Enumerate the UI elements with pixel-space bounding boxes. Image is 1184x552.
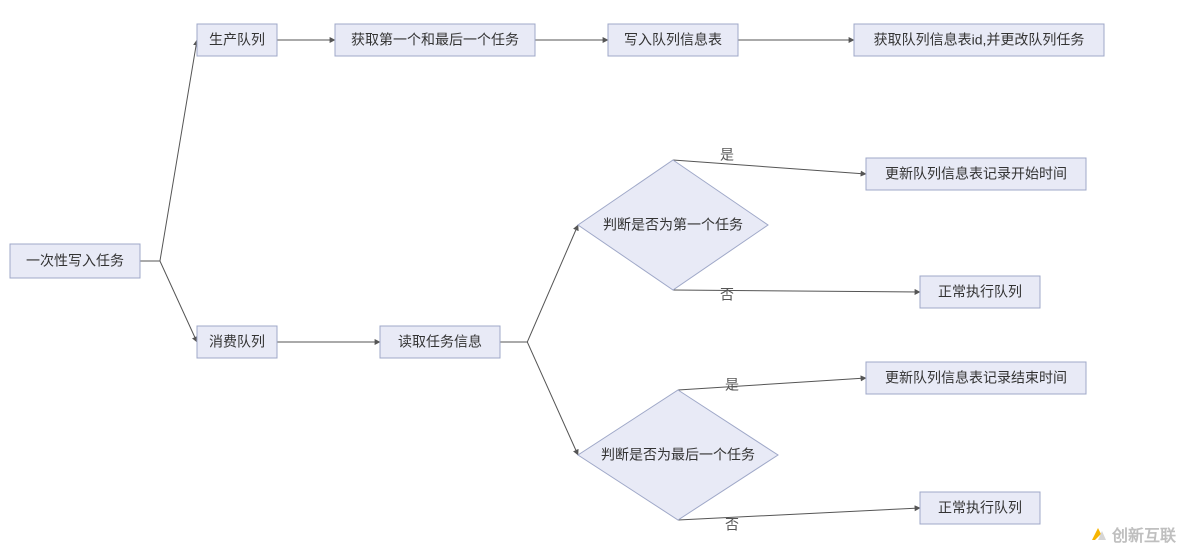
edge-n8-n11	[673, 290, 920, 292]
edge-n8-n10	[673, 160, 866, 174]
node-n5: 获取队列信息表id,并更改队列任务	[854, 24, 1104, 56]
watermark-text: 创新互联	[1112, 522, 1176, 546]
edge-n7-n9	[500, 342, 578, 455]
edge-label-n9-n13: 否	[725, 517, 739, 533]
watermark: 创新互联	[1088, 522, 1176, 546]
node-n4: 写入队列信息表	[608, 24, 738, 56]
node-label-n13: 正常执行队列	[938, 500, 1022, 516]
node-label-n9: 判断是否为最后一个任务	[601, 447, 755, 463]
node-label-n2: 生产队列	[209, 32, 265, 48]
node-n9: 判断是否为最后一个任务	[578, 390, 778, 520]
edge-n1-n2	[140, 40, 197, 261]
diagram-canvas: 是否是否一次性写入任务生产队列获取第一个和最后一个任务写入队列信息表获取队列信息…	[0, 0, 1184, 552]
node-label-n3: 获取第一个和最后一个任务	[351, 32, 519, 48]
edge-label-n8-n11: 否	[720, 287, 734, 303]
watermark-icon	[1088, 524, 1108, 544]
node-label-n11: 正常执行队列	[938, 284, 1022, 300]
edge-n9-n12	[678, 378, 866, 390]
edge-n1-n6	[140, 261, 197, 342]
node-n3: 获取第一个和最后一个任务	[335, 24, 535, 56]
node-label-n6: 消费队列	[209, 334, 265, 350]
node-n12: 更新队列信息表记录结束时间	[866, 362, 1086, 394]
node-label-n8: 判断是否为第一个任务	[603, 217, 743, 233]
node-n2: 生产队列	[197, 24, 277, 56]
node-n11: 正常执行队列	[920, 276, 1040, 308]
node-n1: 一次性写入任务	[10, 244, 140, 278]
node-label-n5: 获取队列信息表id,并更改队列任务	[874, 32, 1085, 48]
edge-n7-n8	[500, 225, 578, 342]
node-label-n12: 更新队列信息表记录结束时间	[885, 370, 1067, 386]
node-n8: 判断是否为第一个任务	[578, 160, 768, 290]
node-n10: 更新队列信息表记录开始时间	[866, 158, 1086, 190]
node-n7: 读取任务信息	[380, 326, 500, 358]
edges-layer: 是否是否	[140, 40, 920, 533]
edge-label-n8-n10: 是	[720, 147, 734, 163]
node-n6: 消费队列	[197, 326, 277, 358]
edge-n9-n13	[678, 508, 920, 520]
node-n13: 正常执行队列	[920, 492, 1040, 524]
node-label-n4: 写入队列信息表	[624, 32, 722, 48]
node-label-n1: 一次性写入任务	[26, 253, 124, 269]
node-label-n7: 读取任务信息	[398, 334, 482, 350]
node-label-n10: 更新队列信息表记录开始时间	[885, 166, 1067, 182]
edge-label-n9-n12: 是	[725, 377, 739, 393]
